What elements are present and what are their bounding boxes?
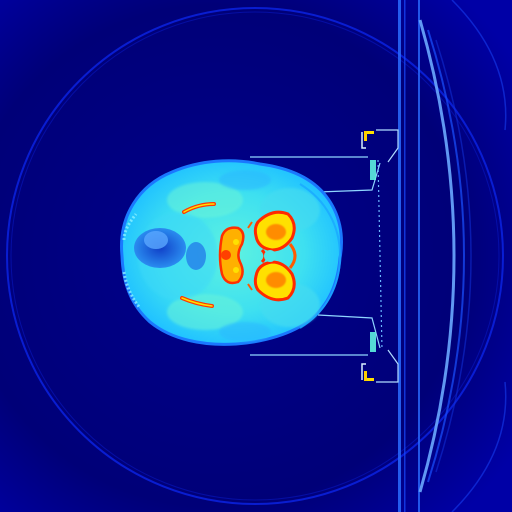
mask-clips	[364, 131, 376, 381]
posterior-skin	[299, 183, 342, 329]
scanner-table	[398, 0, 507, 512]
airway	[134, 228, 206, 270]
fov-ring-inner	[10, 11, 500, 501]
mandible	[180, 202, 216, 308]
mask-frame	[250, 129, 399, 383]
vertebra	[218, 210, 297, 302]
fov-ring	[6, 7, 504, 505]
